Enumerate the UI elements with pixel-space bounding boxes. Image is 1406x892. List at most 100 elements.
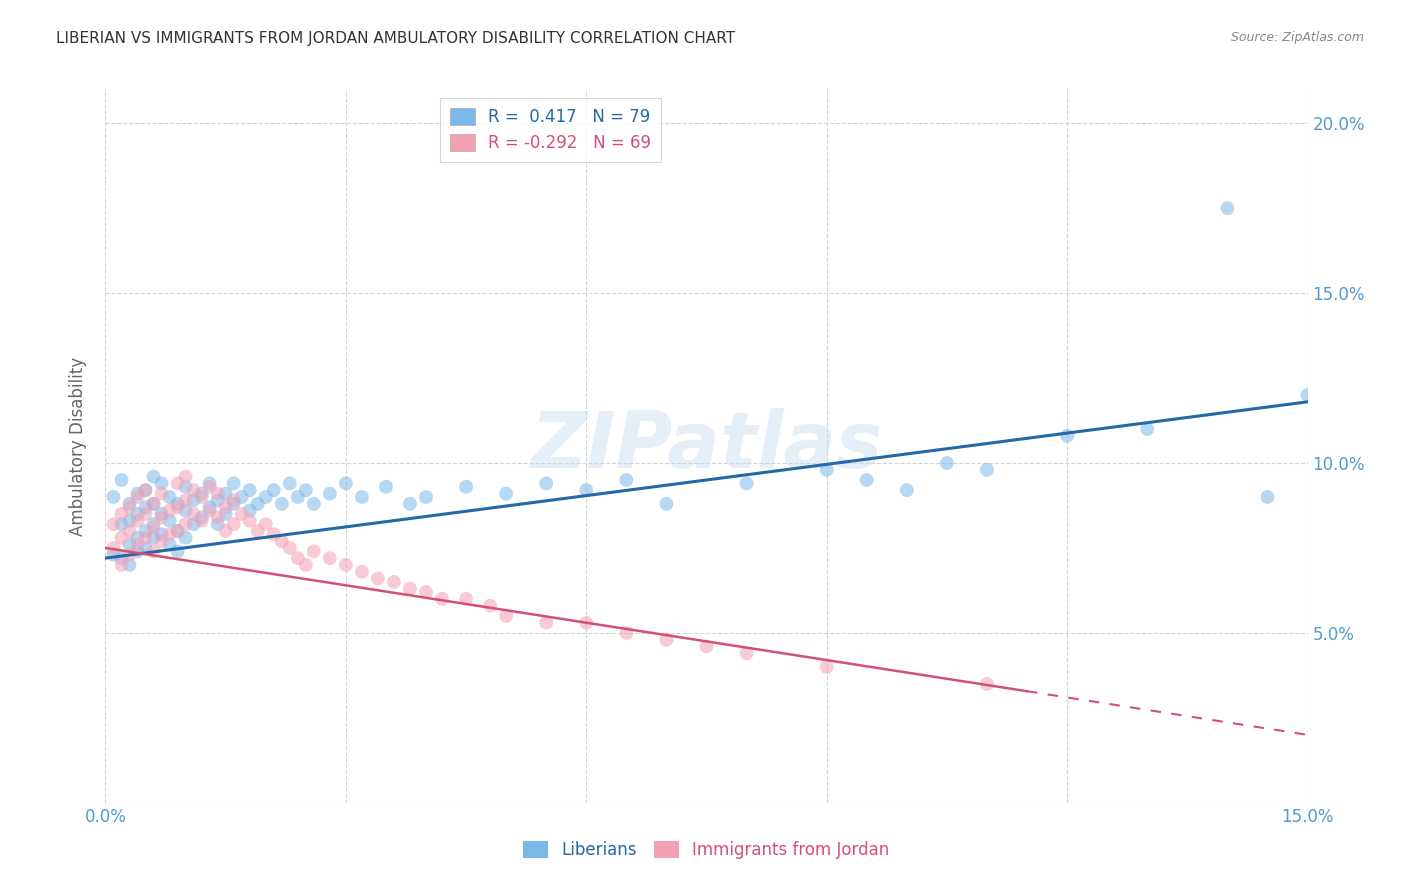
Point [159,537,181,551]
Point [382,574,405,589]
Point [142,520,165,534]
Point [616,473,638,487]
Point [207,493,229,508]
Point [263,527,285,541]
Point [855,473,877,487]
Point [399,497,422,511]
Point [135,531,157,545]
Point [166,476,188,491]
Point [166,497,188,511]
Point [142,497,165,511]
Point [214,486,236,500]
Point [287,551,309,566]
Point [239,483,262,498]
Point [655,632,678,647]
Point [118,524,141,538]
Point [103,517,125,532]
Point [166,500,188,515]
Point [103,541,125,555]
Point [142,469,165,483]
Point [135,483,157,498]
Point [166,544,188,558]
Text: Source: ZipAtlas.com: Source: ZipAtlas.com [1230,31,1364,45]
Point [270,534,292,549]
Point [278,541,301,555]
Text: LIBERIAN VS IMMIGRANTS FROM JORDAN AMBULATORY DISABILITY CORRELATION CHART: LIBERIAN VS IMMIGRANTS FROM JORDAN AMBUL… [56,31,735,46]
Y-axis label: Ambulatory Disability: Ambulatory Disability [69,357,87,535]
Point [135,524,157,538]
Point [110,531,132,545]
Point [190,490,212,504]
Point [135,500,157,515]
Point [350,490,373,504]
Point [190,486,212,500]
Point [127,486,149,500]
Point [198,480,221,494]
Point [190,510,212,524]
Point [815,660,838,674]
Point [118,497,141,511]
Point [350,565,373,579]
Point [118,548,141,562]
Point [454,480,477,494]
Point [270,497,292,511]
Text: ZIPatlas: ZIPatlas [530,408,883,484]
Point [976,677,998,691]
Point [110,558,132,572]
Legend: Liberians, Immigrants from Jordan: Liberians, Immigrants from Jordan [517,834,896,866]
Point [1257,490,1279,504]
Point [575,483,598,498]
Point [222,476,245,491]
Point [534,615,557,630]
Point [183,517,205,532]
Point [174,531,197,545]
Point [127,514,149,528]
Point [616,626,638,640]
Point [1296,388,1319,402]
Point [142,544,165,558]
Point [207,517,229,532]
Point [534,476,557,491]
Point [696,640,718,654]
Point [150,486,173,500]
Point [207,486,229,500]
Point [103,490,125,504]
Point [174,517,197,532]
Point [198,503,221,517]
Point [118,514,141,528]
Point [263,483,285,498]
Point [150,534,173,549]
Point [976,463,998,477]
Point [150,527,173,541]
Point [190,514,212,528]
Point [110,507,132,521]
Point [166,524,188,538]
Point [198,500,221,515]
Point [254,490,277,504]
Point [415,585,437,599]
Point [479,599,502,613]
Point [118,500,141,515]
Point [174,493,197,508]
Point [103,548,125,562]
Point [150,510,173,524]
Point [110,473,132,487]
Point [183,493,205,508]
Point [214,507,236,521]
Point [430,591,453,606]
Point [159,527,181,541]
Point [335,476,357,491]
Point [302,544,325,558]
Point [118,537,141,551]
Point [287,490,309,504]
Point [735,646,758,660]
Point [127,544,149,558]
Point [319,551,342,566]
Point [166,524,188,538]
Point [495,486,517,500]
Point [127,490,149,504]
Point [127,507,149,521]
Point [174,469,197,483]
Point [222,517,245,532]
Point [214,524,236,538]
